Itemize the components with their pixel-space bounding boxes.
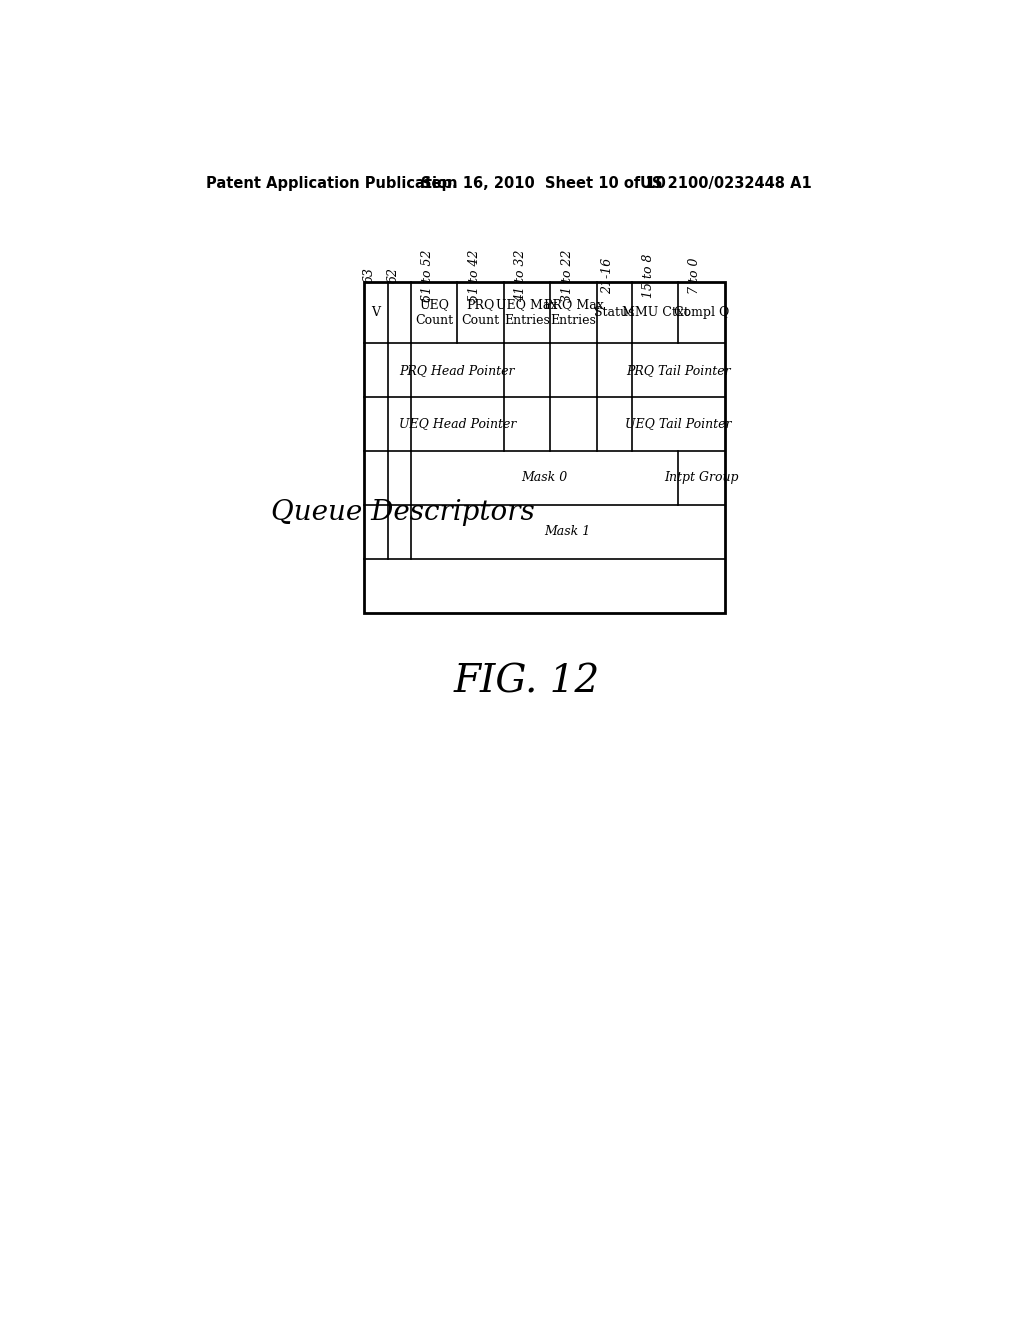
Text: 7 to 0: 7 to 0 xyxy=(688,257,701,293)
Text: UEQ Head Pointer: UEQ Head Pointer xyxy=(398,417,516,430)
Text: Sep. 16, 2010  Sheet 10 of 10: Sep. 16, 2010 Sheet 10 of 10 xyxy=(421,176,666,190)
Text: 31 to 22: 31 to 22 xyxy=(560,249,573,302)
Text: Mask 0: Mask 0 xyxy=(521,471,567,484)
Text: UEQ
Count: UEQ Count xyxy=(415,297,454,327)
Text: Mask 1: Mask 1 xyxy=(545,525,591,539)
Text: PRQ Max
Entries: PRQ Max Entries xyxy=(544,297,603,327)
Text: PRQ
Count: PRQ Count xyxy=(462,297,500,327)
Text: Patent Application Publication: Patent Application Publication xyxy=(206,176,457,190)
Text: 15 to 8: 15 to 8 xyxy=(642,253,655,298)
Text: UEQ Max
Entries: UEQ Max Entries xyxy=(497,297,558,327)
Text: Compl Q: Compl Q xyxy=(674,306,729,319)
Text: PRQ Tail Pointer: PRQ Tail Pointer xyxy=(626,363,730,376)
Text: 63: 63 xyxy=(362,268,376,284)
Text: 62: 62 xyxy=(386,268,399,284)
Text: 41 to 32: 41 to 32 xyxy=(514,249,527,302)
Text: 21-16: 21-16 xyxy=(601,257,614,293)
Text: MMU Ctxt: MMU Ctxt xyxy=(622,306,688,319)
Text: PRQ Head Pointer: PRQ Head Pointer xyxy=(399,363,515,376)
Text: FIG. 12: FIG. 12 xyxy=(454,664,600,701)
Text: V: V xyxy=(372,306,381,319)
Text: Intpt Group: Intpt Group xyxy=(665,471,738,484)
Text: 61 to 52: 61 to 52 xyxy=(421,249,434,302)
Text: Queue Descriptors: Queue Descriptors xyxy=(271,499,536,527)
Text: UEQ Tail Pointer: UEQ Tail Pointer xyxy=(625,417,731,430)
Text: US 2100/0232448 A1: US 2100/0232448 A1 xyxy=(640,176,811,190)
Bar xyxy=(365,281,725,612)
Text: Status: Status xyxy=(594,306,635,319)
Text: 51 to 42: 51 to 42 xyxy=(468,249,480,302)
